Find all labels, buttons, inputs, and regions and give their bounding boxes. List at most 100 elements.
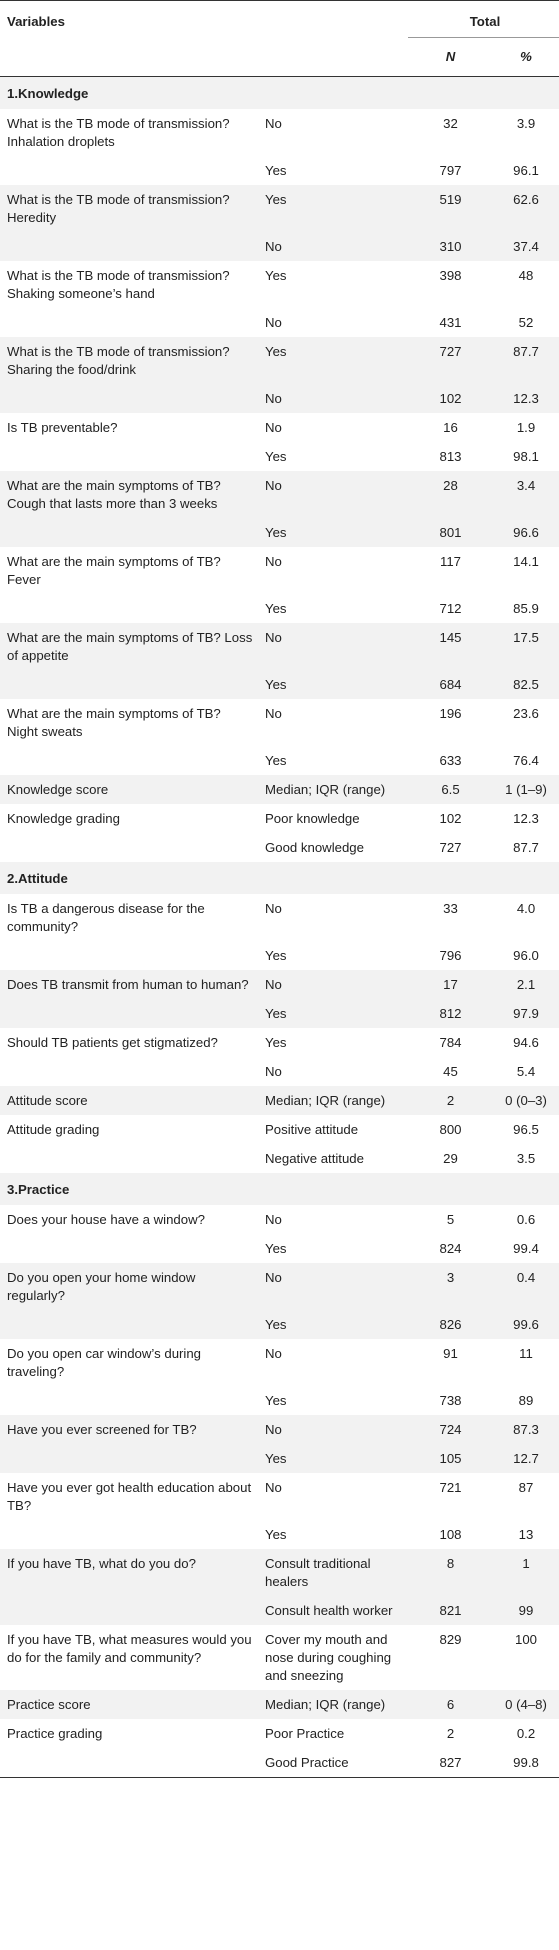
variable-cell: What are the main symptoms of TB? Fever <box>7 554 221 587</box>
percent-cell: 89 <box>518 1393 534 1408</box>
count-cell: 32 <box>443 116 458 131</box>
section-row: 2.Attitude <box>0 862 559 894</box>
count-cell: 29 <box>443 1151 458 1166</box>
percent-cell: 98.1 <box>513 449 539 464</box>
answer-cell: No <box>265 315 282 330</box>
percent-cell: 1.9 <box>516 420 536 435</box>
section-title: 3.Practice <box>0 1173 559 1205</box>
table-row: Yes 797 96.1 <box>0 156 559 185</box>
section-title: 1.Knowledge <box>0 76 559 109</box>
count-cell: 105 <box>408 1444 490 1473</box>
variable-cell: Have you ever screened for TB? <box>0 1415 258 1444</box>
answer-cell: Yes <box>265 753 287 768</box>
table-row: If you have TB, what do you do? Consult t… <box>0 1549 559 1596</box>
answer-cell: Yes <box>265 268 287 283</box>
table-row: What is the TB mode of transmission? Inh… <box>0 109 559 156</box>
answer-cell: Yes <box>258 518 408 547</box>
table-row: Have you ever got health education about… <box>0 1473 559 1520</box>
table-row: Yes 712 85.9 <box>0 594 559 623</box>
variable-cell <box>0 1520 258 1549</box>
table-row: Is TB preventable? No 16 1.9 <box>0 413 559 442</box>
table-row: Knowledge score Median; IQR (range) 6.5 1 (… <box>0 775 559 804</box>
variable-cell <box>0 941 258 970</box>
variable-cell <box>0 1748 258 1778</box>
percent-cell: 12.3 <box>490 384 559 413</box>
count-cell: 519 <box>408 185 490 232</box>
variable-cell <box>0 833 258 862</box>
table-body: 1.Knowledge What is the TB mode of transm… <box>0 76 559 1778</box>
answer-cell: No <box>258 623 408 670</box>
table-row: Negative attitude 29 3.5 <box>0 1144 559 1173</box>
percent-cell: 99.8 <box>490 1748 559 1778</box>
count-cell: 91 <box>443 1346 458 1361</box>
count-cell: 800 <box>439 1122 462 1137</box>
answer-cell: Median; IQR (range) <box>258 775 408 804</box>
table-row: Consult health worker 821 99 <box>0 1596 559 1625</box>
percent-cell: 99 <box>490 1596 559 1625</box>
percent-cell: 5.4 <box>516 1064 536 1079</box>
table-row: Yes 796 96.0 <box>0 941 559 970</box>
table-container: Variables Total N % 1.Knowledge What is t… <box>0 0 559 1778</box>
count-cell: 17 <box>408 970 490 999</box>
percent-cell: 13 <box>518 1527 534 1542</box>
answer-cell: Cover my mouth and nose during coughing … <box>265 1632 392 1683</box>
percent-cell: 4.0 <box>516 901 536 916</box>
variable-cell: What is the TB mode of transmission? Sha… <box>0 337 258 384</box>
table-row: What are the main symptoms of TB? Night … <box>0 699 559 746</box>
answer-cell: No <box>265 420 282 435</box>
count-cell: 45 <box>443 1064 458 1079</box>
table-row: Yes 108 13 <box>0 1520 559 1549</box>
percent-cell: 23.6 <box>513 706 539 721</box>
variable-cell: What are the main symptoms of TB? Loss o… <box>0 623 258 670</box>
percent-cell: 3.9 <box>516 116 536 131</box>
variable-cell: Have you ever got health education about… <box>7 1480 252 1513</box>
table-row: Good knowledge 727 87.7 <box>0 833 559 862</box>
answer-cell: No <box>258 384 408 413</box>
answer-cell: Yes <box>258 185 408 232</box>
count-cell: 8 <box>408 1549 490 1596</box>
table-row: No 45 5.4 <box>0 1057 559 1086</box>
table-row: Is TB a dangerous disease for the commun… <box>0 894 559 941</box>
count-cell: 813 <box>439 449 462 464</box>
variable-cell: Do you open car window’s during travelin… <box>7 1346 202 1379</box>
answer-cell: Good Practice <box>258 1748 408 1778</box>
percent-cell: 99.4 <box>513 1241 539 1256</box>
percent-cell: 82.5 <box>490 670 559 699</box>
variable-cell <box>0 1057 258 1086</box>
answer-cell: No <box>265 901 282 916</box>
answer-cell: Good knowledge <box>265 840 364 855</box>
variable-cell: Attitude score <box>0 1086 258 1115</box>
table-row: Attitude grading Positive attitude 800 96.5 <box>0 1115 559 1144</box>
percent-cell: 96.5 <box>513 1122 539 1137</box>
variable-cell: Does your house have a window? <box>7 1212 205 1227</box>
percent-cell: 87.7 <box>490 337 559 384</box>
count-cell: 145 <box>408 623 490 670</box>
percent-cell: 0 (0–3) <box>490 1086 559 1115</box>
table-row: Do you open your home window regularly? N… <box>0 1263 559 1310</box>
percent-cell: 48 <box>518 268 534 283</box>
answer-cell: Yes <box>265 449 287 464</box>
blank-header-2 <box>258 37 408 77</box>
table-row: Have you ever screened for TB? No 724 87.3 <box>0 1415 559 1444</box>
count-cell: 2 <box>446 1726 455 1741</box>
table-header: Variables Total N % <box>0 0 559 77</box>
percent-cell: 2.1 <box>490 970 559 999</box>
answer-cell: Yes <box>258 337 408 384</box>
percent-cell: 0.4 <box>490 1263 559 1310</box>
answer-cell: No <box>258 1263 408 1310</box>
variable-cell: What is the TB mode of transmission? Inh… <box>7 116 230 149</box>
count-cell: 738 <box>439 1393 462 1408</box>
percent-cell: 52 <box>518 315 534 330</box>
variable-cell: Knowledge score <box>0 775 258 804</box>
variable-cell: Practice grading <box>7 1726 103 1741</box>
variable-cell: What is the TB mode of transmission? Her… <box>0 185 258 232</box>
table-row: Knowledge grading Poor knowledge 102 12.3 <box>0 804 559 833</box>
table-row: Does TB transmit from human to human? No 1… <box>0 970 559 999</box>
percent-cell: 85.9 <box>513 601 539 616</box>
answer-cell: Median; IQR (range) <box>258 1690 408 1719</box>
table-row: Should TB patients get stigmatized? Yes 78… <box>0 1028 559 1057</box>
variable-cell <box>0 999 258 1028</box>
count-cell: 310 <box>408 232 490 261</box>
percent-cell: 96.6 <box>490 518 559 547</box>
answer-cell: Yes <box>265 1035 287 1050</box>
